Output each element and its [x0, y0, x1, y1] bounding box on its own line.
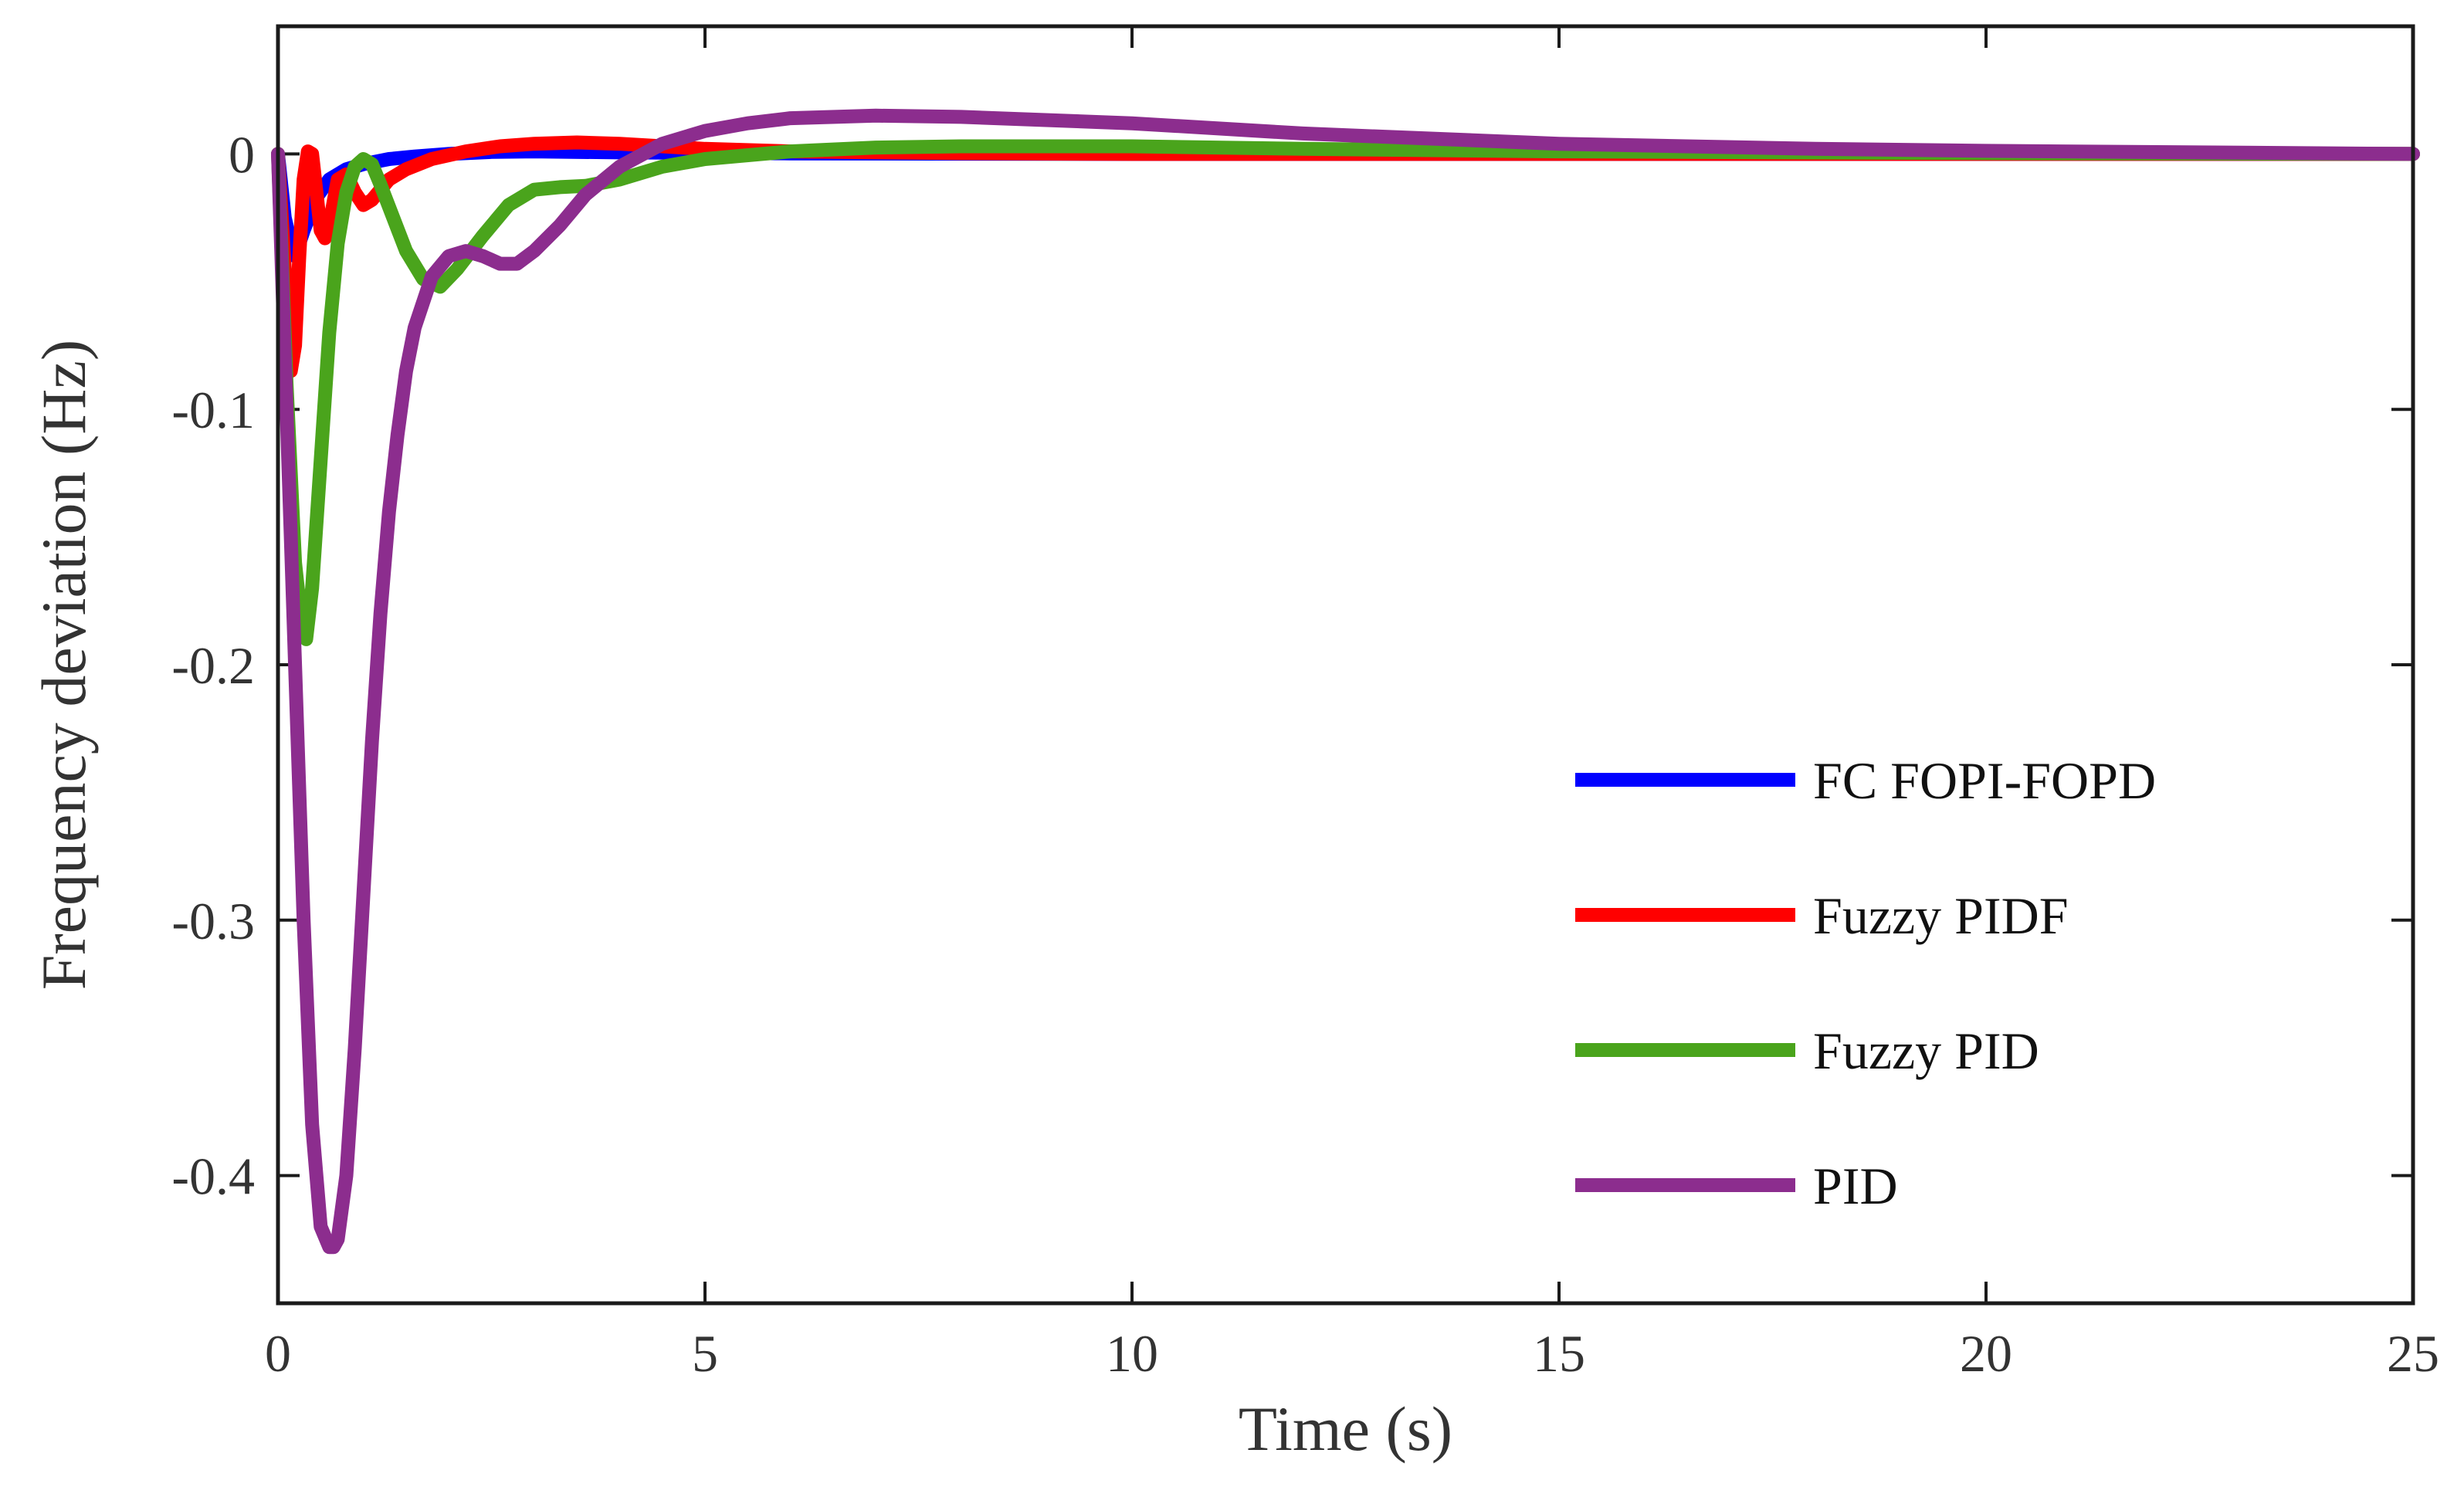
series-group	[271, 108, 2420, 1255]
legend: FC FOPI-FOPD Fuzzy PIDF Fuzzy PID PID	[1575, 751, 2156, 1215]
legend-label-fuzzy-pidf: Fuzzy PIDF	[1813, 886, 2069, 945]
x-tick-label: 20	[1960, 1324, 2012, 1383]
y-tick-label: -0.2	[171, 636, 255, 695]
series-line-fc-fopi-fopd	[271, 144, 2420, 263]
x-tick-label: 0	[265, 1324, 291, 1383]
legend-label-fc-fopi-fopd: FC FOPI-FOPD	[1813, 751, 2156, 810]
axis-ticks	[276, 26, 2415, 1303]
legend-label-pid: PID	[1813, 1157, 1898, 1215]
y-axis-title: Frequency deviation (Hz)	[29, 340, 99, 990]
y-tick-label: -0.3	[171, 892, 255, 950]
series-line-fuzzy-pid	[271, 139, 2420, 646]
x-tick-label: 15	[1533, 1324, 1585, 1383]
legend-label-fuzzy-pid: Fuzzy PID	[1813, 1021, 2039, 1080]
tick-labels: 0 5 10 15 20 25 0 -0.1 -0.2 -0.3 -0.4	[171, 125, 2439, 1383]
y-tick-label: -0.4	[171, 1147, 255, 1206]
series-line-pid	[271, 108, 2420, 1255]
y-tick-label: -0.1	[171, 381, 255, 439]
x-axis-title: Time (s)	[1239, 1394, 1452, 1464]
x-tick-label: 5	[692, 1324, 718, 1383]
series-line-fuzzy-pidf	[271, 135, 2420, 378]
x-tick-label: 10	[1106, 1324, 1158, 1383]
y-tick-label: 0	[229, 125, 255, 184]
plot-area-frame	[276, 24, 2415, 1306]
x-tick-label: 25	[2387, 1324, 2439, 1383]
